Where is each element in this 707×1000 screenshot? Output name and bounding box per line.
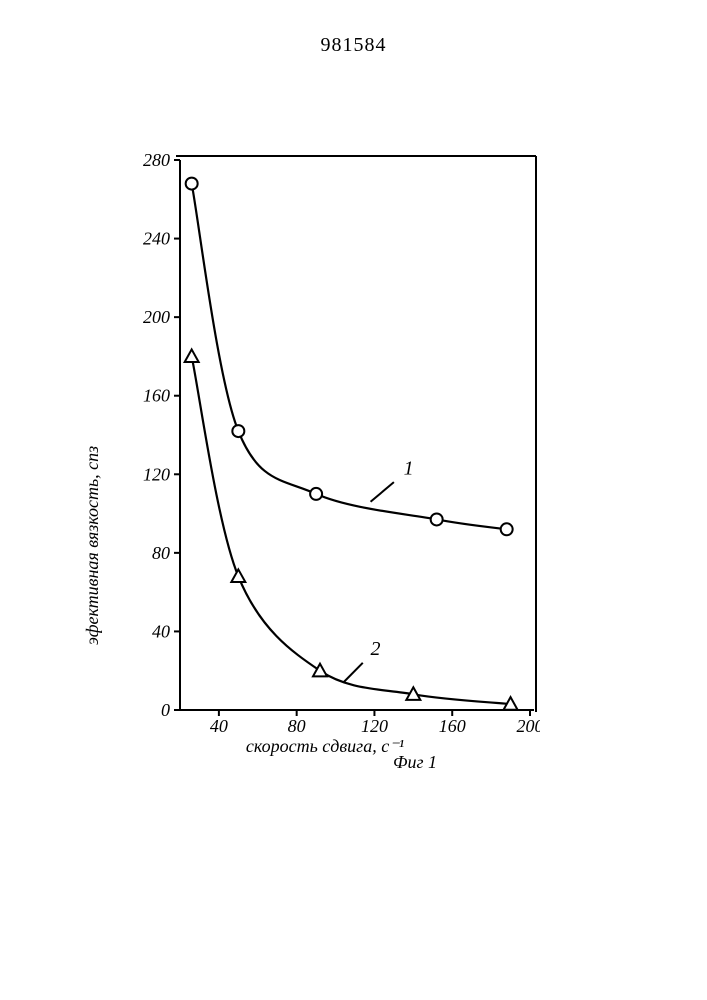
marker-circle <box>501 523 513 535</box>
marker-triangle <box>231 569 245 582</box>
y-tick-label: 80 <box>152 543 170 563</box>
x-axis-title: скорость сдвига, с⁻¹ <box>246 736 404 756</box>
leader-1 <box>371 482 394 502</box>
x-tick-label: 40 <box>210 716 228 736</box>
x-tick-label: 200 <box>517 716 541 736</box>
series-label-2: 2 <box>371 638 381 660</box>
y-tick-label: 160 <box>143 386 170 406</box>
chart-container: 0 40 80 120 160 200 240 280 40 80 120 160 200 1 2 скоро… <box>120 150 540 770</box>
marker-circle <box>186 178 198 190</box>
chart-svg: 0 40 80 120 160 200 240 280 40 80 120 160 200 1 2 скоро… <box>120 150 540 770</box>
series-curve-2 <box>192 356 511 704</box>
x-tick-label: 80 <box>288 716 306 736</box>
marker-circle <box>310 488 322 500</box>
y-tick-label: 120 <box>143 464 170 484</box>
document-number: 981584 <box>0 34 707 57</box>
marker-triangle <box>313 664 327 677</box>
leader-2 <box>343 663 362 683</box>
series-curve-1 <box>192 184 507 530</box>
y-tick-label: 40 <box>152 621 170 641</box>
x-tick-label: 120 <box>361 716 388 736</box>
marker-triangle <box>185 349 199 362</box>
y-tick-label: 0 <box>161 700 170 720</box>
figure-label: Фиг 1 <box>393 752 437 770</box>
y-axis-title: эфективная вязкость, спз <box>82 446 103 645</box>
y-tick-label: 200 <box>143 307 170 327</box>
series-label-1: 1 <box>404 457 414 479</box>
y-tick-label: 280 <box>143 150 170 170</box>
page: 981584 0 40 80 120 160 200 240 280 40 80 120 160 200… <box>0 0 707 1000</box>
x-tick-label: 160 <box>439 716 466 736</box>
marker-circle <box>232 425 244 437</box>
marker-circle <box>431 513 443 525</box>
y-tick-label: 240 <box>143 229 170 249</box>
